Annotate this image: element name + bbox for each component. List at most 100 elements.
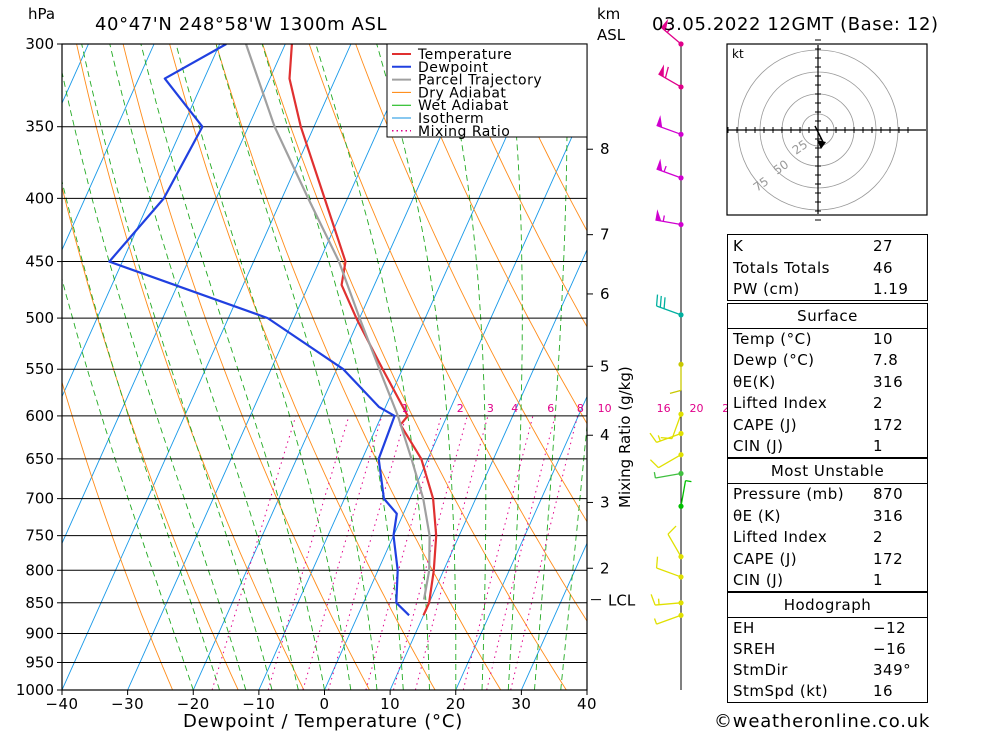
temperature-tick-label: 10 <box>380 695 400 713</box>
mixing-ratio-label: 2 <box>457 402 464 415</box>
wind-barb-flag <box>649 432 658 443</box>
pressure-tick-label: 950 <box>25 653 54 671</box>
most-unstable-row: Lifted Index 2 <box>733 528 884 546</box>
wind-barb-shaft <box>658 73 682 88</box>
most-unstable-row: CIN (J) 1 <box>733 571 884 589</box>
wind-barb-pennant <box>655 209 662 222</box>
wet-adiabat-line <box>507 44 523 690</box>
wind-level-dot <box>678 41 684 47</box>
wind-level-dot <box>678 503 684 509</box>
isotherm-line <box>62 44 352 690</box>
hodograph-unit: kt <box>732 47 744 61</box>
wind-barb-flag <box>664 66 669 79</box>
km-unit-label: km <box>597 5 620 23</box>
wind-level-dot <box>678 554 684 560</box>
isotherm-line <box>455 395 587 690</box>
wind-level-dot <box>678 221 684 228</box>
hodograph-stats-row: EH −12 <box>733 619 907 637</box>
wind-barb-half-flag <box>657 598 660 605</box>
asl-unit-label: ASL <box>597 26 626 44</box>
temperature-tick-label: 40 <box>577 695 597 713</box>
lcl-label: LCL <box>608 592 636 610</box>
wind-barb-shaft <box>667 533 682 558</box>
wind-barb-half-flag <box>663 165 667 172</box>
isotherm-line <box>520 542 587 690</box>
wind-barb-half-flag <box>653 472 657 479</box>
wind-level-dot <box>678 612 684 618</box>
wind-level-dot <box>678 175 684 181</box>
wind-level-dot <box>678 411 684 417</box>
legend-label: Temperature <box>417 47 512 63</box>
wind-barb-half-flag <box>657 435 661 442</box>
dewpoint-curve <box>108 44 410 617</box>
wet-adiabat-line <box>175 44 352 690</box>
wind-barb-flag <box>659 295 662 308</box>
temperature-tick-label: −40 <box>45 695 78 713</box>
isotherm-line <box>258 44 549 690</box>
wind-barb <box>649 452 684 469</box>
wind-barb-shaft <box>655 472 682 479</box>
wet-adiabat-line <box>442 44 487 690</box>
pressure-tick-label: 350 <box>25 118 54 136</box>
height-tick-label: 3 <box>600 493 610 511</box>
wind-barb <box>656 115 684 137</box>
most-unstable-divider <box>728 483 927 484</box>
storm-motion-marker <box>817 140 826 149</box>
wind-profile <box>649 18 692 690</box>
mixing-ratio-label: 6 <box>547 402 554 415</box>
wind-barb-shaft <box>656 567 682 578</box>
height-tick-label: 2 <box>600 559 610 577</box>
wind-barb <box>669 361 684 394</box>
isotherm-line <box>127 44 417 690</box>
pressure-tick-label: 1000 <box>16 681 54 699</box>
legend-label: Dry Adiabat <box>418 85 506 101</box>
x-axis-title: Dewpoint / Temperature (°C) <box>183 711 463 732</box>
wind-barb-flag <box>655 294 659 307</box>
mixing-ratio-label: 1 <box>402 402 409 415</box>
wind-barb <box>653 612 684 625</box>
height-tick-label: 6 <box>600 285 610 303</box>
wind-barb-pennant <box>656 158 663 172</box>
legend-label: Dewpoint <box>418 60 489 76</box>
mixing-ratio-line <box>211 415 297 690</box>
dry-adiabat-line <box>448 44 587 328</box>
pressure-tick-label: 300 <box>25 35 54 53</box>
index-row-totals: Totals Totals 46 <box>733 259 894 277</box>
mixing-ratio-label: 20 <box>689 402 703 415</box>
pressure-tick-label: 700 <box>25 490 54 508</box>
mixing-ratio-axis-title: Mixing Ratio (g/kg) <box>616 366 634 508</box>
surface-title: Surface <box>797 307 858 325</box>
wind-barb-flag <box>667 525 677 535</box>
height-tick-label: 8 <box>600 140 610 158</box>
pressure-tick-label: 400 <box>25 189 54 207</box>
temperature-tick-label: 30 <box>511 695 531 713</box>
isotherm-line <box>62 44 286 545</box>
dry-adiabat-line <box>960 44 1000 690</box>
wet-adiabat-line <box>62 70 247 690</box>
wet-adiabat-line <box>315 44 430 690</box>
mixing-ratio-label: 3 <box>487 402 494 415</box>
wind-barb <box>660 18 684 47</box>
wind-barb <box>667 525 684 560</box>
wind-level-dot <box>678 131 684 137</box>
dry-adiabat-line <box>401 44 587 425</box>
wind-barb <box>650 594 684 606</box>
height-tick-label: 5 <box>600 357 610 375</box>
wind-barb-flag <box>649 459 659 469</box>
mixing-ratio-line <box>510 415 578 690</box>
isotherm-line <box>0 44 23 690</box>
wind-barb <box>678 479 692 509</box>
wind-barb-flag <box>650 594 656 606</box>
dry-adiabat-line <box>355 44 587 523</box>
station-location: 40°47'N 248°58'W 1300m ASL <box>95 14 387 35</box>
wind-barb-shaft <box>680 480 687 507</box>
surface-row: Lifted Index 2 <box>733 394 884 412</box>
temperature-tick-label: 0 <box>319 695 329 713</box>
height-tick-label: 4 <box>600 426 610 444</box>
pressure-tick-label: 450 <box>25 253 54 271</box>
isotherm-line <box>62 44 155 251</box>
pressure-tick-label: 650 <box>25 450 54 468</box>
